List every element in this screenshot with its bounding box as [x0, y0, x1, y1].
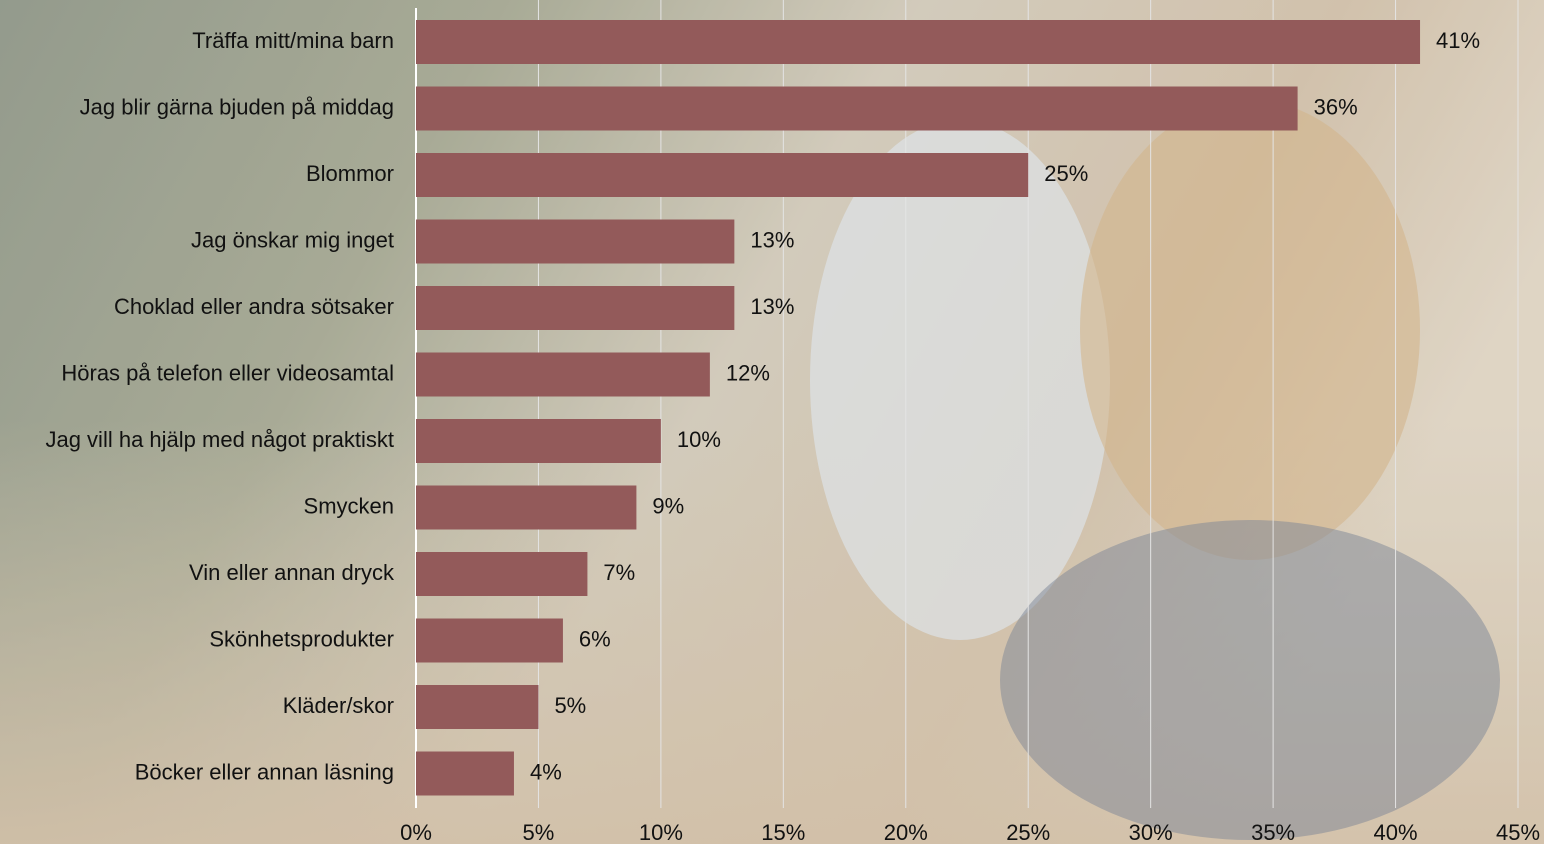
data-label: 9% [652, 493, 684, 518]
x-tick-label: 40% [1374, 820, 1418, 844]
y-tick-label: Choklad eller andra sötsaker [114, 294, 394, 319]
bar [416, 87, 1298, 131]
y-tick-label: Höras på telefon eller videosamtal [61, 360, 394, 385]
y-tick-label: Jag önskar mig inget [191, 227, 394, 252]
data-label: 41% [1436, 28, 1480, 53]
y-tick-label: Jag blir gärna bjuden på middag [80, 94, 394, 119]
y-tick-label: Blommor [306, 161, 394, 186]
y-tick-label: Vin eller annan dryck [189, 560, 395, 585]
chart: 0% 5% 10% 15% 20% 25% 30% 35% 40% 45% Träffa mitt/… [0, 0, 1544, 844]
bar [416, 20, 1420, 64]
data-label: 10% [677, 427, 721, 452]
y-tick-label: Kläder/skor [283, 693, 394, 718]
bar [416, 220, 734, 264]
bar [416, 552, 587, 596]
bar [416, 419, 661, 463]
y-tick-label: Jag vill ha hjälp med något praktiskt [45, 427, 394, 452]
data-label: 6% [579, 626, 611, 651]
data-label: 13% [750, 227, 794, 252]
bar [416, 619, 563, 663]
bar [416, 752, 514, 796]
y-tick-label: Smycken [304, 493, 394, 518]
x-tick-label: 45% [1496, 820, 1540, 844]
x-tick-label: 0% [400, 820, 432, 844]
bar [416, 353, 710, 397]
y-tick-label: Träffa mitt/mina barn [192, 28, 394, 53]
data-label: 5% [554, 693, 586, 718]
data-label: 7% [603, 560, 635, 585]
data-label: 4% [530, 759, 562, 784]
x-tick-label: 15% [761, 820, 805, 844]
x-tick-label: 30% [1129, 820, 1173, 844]
bar [416, 286, 734, 330]
x-tick-label: 10% [639, 820, 683, 844]
data-label: 36% [1314, 94, 1358, 119]
y-tick-label: Böcker eller annan läsning [135, 759, 394, 784]
x-tick-label: 25% [1006, 820, 1050, 844]
y-tick-label: Skönhetsprodukter [209, 626, 394, 651]
bar [416, 685, 538, 729]
page: 0% 5% 10% 15% 20% 25% 30% 35% 40% 45% Träffa mitt/… [0, 0, 1544, 844]
x-tick-label: 20% [884, 820, 928, 844]
x-tick-label: 5% [523, 820, 555, 844]
bar [416, 486, 636, 530]
x-tick-label: 35% [1251, 820, 1295, 844]
data-label: 13% [750, 294, 794, 319]
data-label: 12% [726, 360, 770, 385]
bar [416, 153, 1028, 197]
data-label: 25% [1044, 161, 1088, 186]
